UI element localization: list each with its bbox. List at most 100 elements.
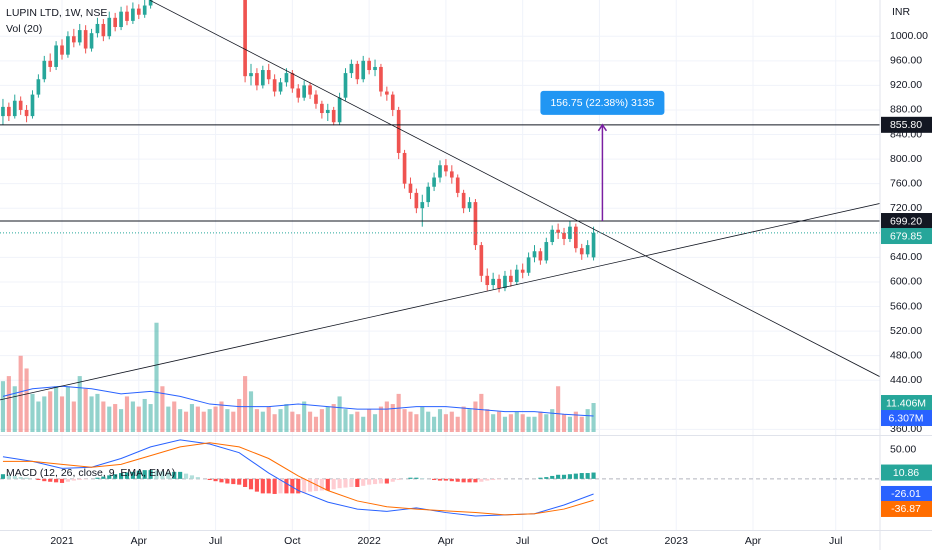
x-tick-label: Oct xyxy=(284,535,300,547)
volume-bar xyxy=(124,396,130,432)
y-tick-label: 640.00 xyxy=(890,251,922,263)
volume-ma-line xyxy=(2,385,594,417)
volume-bar xyxy=(231,411,236,432)
price-pane: 156.75 (22.38%) 3135 xyxy=(0,0,880,401)
candle-body xyxy=(396,109,401,153)
volume-bar xyxy=(526,416,531,432)
candle-body xyxy=(331,109,336,123)
histogram-bar xyxy=(561,474,567,479)
histogram-bar xyxy=(254,478,259,492)
volume-bar xyxy=(77,376,82,432)
volume-bar xyxy=(396,393,401,432)
volume-bar xyxy=(325,406,330,432)
histogram-bar xyxy=(119,473,124,479)
histogram-bar xyxy=(6,474,11,479)
histogram-bar xyxy=(455,478,460,482)
histogram-bar xyxy=(378,478,384,484)
candle-body xyxy=(42,60,47,80)
chart-title: LUPIN LTD, 1W, NSE xyxy=(6,7,107,19)
volume-bar xyxy=(71,401,76,432)
candle-body xyxy=(343,73,348,98)
volume-bar xyxy=(408,411,413,432)
histogram-bar xyxy=(337,478,342,489)
candle-body xyxy=(7,106,11,117)
volume-bar xyxy=(12,386,17,432)
histogram-bar xyxy=(0,474,6,479)
volume-bar xyxy=(491,414,496,432)
volume-bar xyxy=(591,403,596,432)
volume-bar xyxy=(183,411,189,432)
volume-bar xyxy=(502,416,508,432)
candle-body xyxy=(243,0,247,77)
histogram-bar xyxy=(319,478,324,491)
candle-body xyxy=(538,251,543,261)
candle-body xyxy=(24,109,29,117)
volume-bar xyxy=(243,376,248,432)
candle-body xyxy=(325,109,330,114)
histogram-bar xyxy=(166,471,171,479)
histogram-bar xyxy=(372,478,378,485)
x-tick-label: Apr xyxy=(745,535,762,547)
histogram-bar xyxy=(538,477,543,479)
volume-bar xyxy=(319,409,324,432)
histogram-bar xyxy=(567,474,572,479)
volume-bar xyxy=(367,409,372,432)
histogram-bar xyxy=(296,478,301,494)
volume-bar xyxy=(302,401,307,432)
volume-bar xyxy=(455,416,460,432)
volume-bar xyxy=(101,401,106,432)
candle-body xyxy=(255,73,259,86)
volume-bar xyxy=(172,401,177,432)
candle-body xyxy=(379,66,383,92)
histogram-bar xyxy=(24,477,29,479)
volume-bar xyxy=(225,409,230,432)
candle-body xyxy=(290,73,295,89)
volume-bar xyxy=(213,406,218,432)
volume-bar xyxy=(248,391,254,432)
volume-bar xyxy=(154,322,159,432)
volume-bar xyxy=(290,411,295,432)
histogram-bar xyxy=(154,470,159,479)
volume-bar xyxy=(166,406,171,432)
histogram-bar xyxy=(544,477,549,479)
volume-bar xyxy=(266,406,271,432)
histogram-bar xyxy=(461,478,466,483)
volume-bar xyxy=(420,406,425,432)
volume-bar xyxy=(585,409,590,432)
candle-body xyxy=(36,79,41,95)
y-tick-label: 440.00 xyxy=(890,374,922,386)
candle-body xyxy=(349,63,354,74)
volume-bar xyxy=(443,414,448,432)
macd-pane xyxy=(0,439,880,517)
histogram-bar xyxy=(59,478,65,483)
volume-bar xyxy=(89,396,94,432)
volume-bar xyxy=(83,388,88,432)
histogram-bar xyxy=(367,478,372,485)
candle-body xyxy=(89,33,94,49)
volume-bar xyxy=(36,401,41,432)
volume-bar xyxy=(107,406,112,432)
candle-body xyxy=(408,183,413,193)
volume-bar xyxy=(461,406,466,432)
histogram-bar xyxy=(107,475,112,479)
histogram-bar xyxy=(437,478,443,481)
measure-arrowhead xyxy=(597,123,608,132)
y-tick-label: 720.00 xyxy=(890,202,922,214)
candle-body xyxy=(556,229,560,233)
volume-bar xyxy=(390,404,395,432)
histogram-bar xyxy=(355,478,360,487)
histogram-bar xyxy=(54,478,59,483)
horizontal-line-label-bg xyxy=(881,213,932,230)
candle-body xyxy=(426,186,431,203)
x-tick-label: 2021 xyxy=(50,535,74,547)
y-tick-label: 1000.00 xyxy=(890,30,928,42)
histogram-bar xyxy=(42,478,47,482)
volume-bar xyxy=(160,386,165,432)
histogram-bar xyxy=(278,478,283,494)
x-tick-label: Apr xyxy=(438,535,455,547)
histogram-bar xyxy=(71,478,76,481)
histogram-bar xyxy=(243,478,248,487)
histogram-bar xyxy=(491,478,496,481)
